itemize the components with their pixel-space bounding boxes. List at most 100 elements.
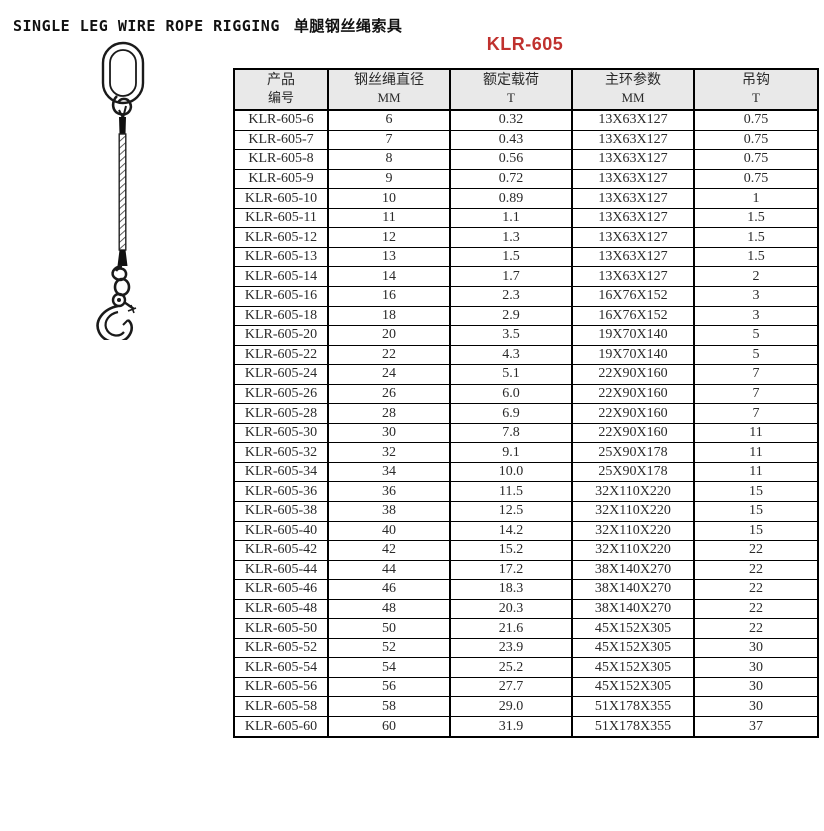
cell-master-link-params: 13X63X127 [571, 149, 694, 170]
cell-rope-diameter: 20 [327, 325, 450, 346]
cell-master-link-params: 16X76X152 [571, 286, 694, 307]
cell-rope-diameter: 22 [327, 344, 450, 365]
spec-table-header: 产品 编号 钢丝绳直径 MM 额定载荷 T 主环参数 MM 吊钩 T [234, 69, 818, 111]
cell-rope-diameter: 58 [327, 696, 450, 717]
cell-rope-diameter: 60 [327, 716, 450, 737]
table-row: KLR-605-20 20 3.5 19X70X140 5 [234, 325, 818, 346]
cell-hook: 22 [693, 559, 818, 580]
table-row: KLR-605-46 46 18.3 38X140X270 22 [234, 579, 818, 600]
cell-product-code: KLR-605-36 [234, 481, 328, 502]
cell-rated-load: 6.9 [449, 403, 572, 424]
cell-hook: 1 [693, 188, 818, 209]
table-row: KLR-605-12 12 1.3 13X63X127 1.5 [234, 227, 818, 248]
header-cell-rated-load: 额定载荷 T [449, 69, 572, 111]
cell-hook: 1.5 [693, 207, 818, 228]
cell-master-link-params: 13X63X127 [571, 168, 694, 189]
cell-hook: 15 [693, 481, 818, 502]
cell-product-code: KLR-605-50 [234, 618, 328, 639]
page-title-en: SINGLE LEG WIRE ROPE RIGGING [13, 17, 280, 35]
table-row: KLR-605-36 36 11.5 32X110X220 15 [234, 481, 818, 502]
cell-rope-diameter: 52 [327, 637, 450, 658]
spec-table-body: KLR-605-6 6 0.32 13X63X127 0.75 KLR-605-… [234, 110, 818, 737]
spec-table: 产品 编号 钢丝绳直径 MM 额定载荷 T 主环参数 MM 吊钩 T KLR-6… [233, 68, 819, 738]
cell-rated-load: 1.7 [449, 266, 572, 287]
cell-product-code: KLR-605-13 [234, 246, 328, 267]
cell-rated-load: 25.2 [449, 657, 572, 678]
cell-hook: 7 [693, 403, 818, 424]
cell-product-code: KLR-605-24 [234, 364, 328, 385]
table-row: KLR-605-34 34 10.0 25X90X178 11 [234, 461, 818, 482]
cell-master-link-params: 13X63X127 [571, 110, 694, 131]
table-row: KLR-605-32 32 9.1 25X90X178 11 [234, 442, 818, 463]
cell-master-link-params: 45X152X305 [571, 618, 694, 639]
cell-hook: 0.75 [693, 110, 818, 131]
cell-master-link-params: 13X63X127 [571, 129, 694, 150]
cell-rope-diameter: 24 [327, 364, 450, 385]
cell-hook: 1.5 [693, 246, 818, 267]
cell-master-link-params: 32X110X220 [571, 501, 694, 522]
cell-rope-diameter: 12 [327, 227, 450, 248]
table-row: KLR-605-44 44 17.2 38X140X270 22 [234, 559, 818, 580]
cell-hook: 37 [693, 716, 818, 737]
cell-rope-diameter: 10 [327, 188, 450, 209]
cell-master-link-params: 13X63X127 [571, 266, 694, 287]
cell-hook: 7 [693, 364, 818, 385]
cell-master-link-params: 22X90X160 [571, 383, 694, 404]
page-title-zh: 单腿钢丝绳索具 [293, 17, 403, 35]
table-row: KLR-605-6 6 0.32 13X63X127 0.75 [234, 110, 818, 131]
cell-rope-diameter: 8 [327, 149, 450, 170]
cell-rope-diameter: 30 [327, 422, 450, 443]
table-row: KLR-605-9 9 0.72 13X63X127 0.75 [234, 168, 818, 189]
table-row: KLR-605-48 48 20.3 38X140X270 22 [234, 598, 818, 619]
cell-hook: 15 [693, 501, 818, 522]
cell-rope-diameter: 50 [327, 618, 450, 639]
cell-product-code: KLR-605-60 [234, 716, 328, 737]
table-row: KLR-605-50 50 21.6 45X152X305 22 [234, 618, 818, 639]
sling-illustration [82, 40, 182, 344]
model-heading: KLR-605 [486, 34, 564, 54]
cell-master-link-params: 38X140X270 [571, 598, 694, 619]
cell-rated-load: 15.2 [449, 540, 572, 561]
table-row: KLR-605-10 10 0.89 13X63X127 1 [234, 188, 818, 209]
cell-hook: 1.5 [693, 227, 818, 248]
cell-hook: 15 [693, 520, 818, 541]
cell-master-link-params: 45X152X305 [571, 657, 694, 678]
cell-product-code: KLR-605-42 [234, 540, 328, 561]
table-row: KLR-605-7 7 0.43 13X63X127 0.75 [234, 129, 818, 150]
cell-product-code: KLR-605-9 [234, 168, 328, 189]
table-row: KLR-605-38 38 12.5 32X110X220 15 [234, 501, 818, 522]
cell-rope-diameter: 32 [327, 442, 450, 463]
cell-rope-diameter: 11 [327, 207, 450, 228]
cell-rope-diameter: 36 [327, 481, 450, 502]
cell-rated-load: 20.3 [449, 598, 572, 619]
cell-master-link-params: 38X140X270 [571, 579, 694, 600]
table-row: KLR-605-54 54 25.2 45X152X305 30 [234, 657, 818, 678]
cell-master-link-params: 51X178X355 [571, 716, 694, 737]
header-cell-rope-diameter: 钢丝绳直径 MM [327, 69, 450, 111]
header-cell-product-code: 产品 编号 [234, 69, 328, 111]
cell-product-code: KLR-605-12 [234, 227, 328, 248]
cell-rated-load: 0.89 [449, 188, 572, 209]
cell-rated-load: 6.0 [449, 383, 572, 404]
cell-rated-load: 18.3 [449, 579, 572, 600]
cell-product-code: KLR-605-30 [234, 422, 328, 443]
self-locking-hook-icon [96, 264, 137, 344]
table-row: KLR-605-28 28 6.9 22X90X160 7 [234, 403, 818, 424]
cell-rated-load: 2.3 [449, 286, 572, 307]
cell-rope-diameter: 56 [327, 676, 450, 697]
page-title: SINGLE LEG WIRE ROPE RIGGING 单腿钢丝绳索具 [13, 15, 402, 36]
cell-rated-load: 17.2 [449, 559, 572, 580]
cell-hook: 30 [693, 657, 818, 678]
cell-master-link-params: 16X76X152 [571, 305, 694, 326]
cell-product-code: KLR-605-22 [234, 344, 328, 365]
cell-rope-diameter: 7 [327, 129, 450, 150]
cell-rated-load: 10.0 [449, 461, 572, 482]
cell-rated-load: 3.5 [449, 325, 572, 346]
cell-product-code: KLR-605-34 [234, 461, 328, 482]
cell-master-link-params: 22X90X160 [571, 422, 694, 443]
ferrule-bottom-icon [117, 250, 128, 266]
cell-product-code: KLR-605-18 [234, 305, 328, 326]
cell-hook: 0.75 [693, 168, 818, 189]
soft-eye-icon [111, 95, 133, 119]
cell-master-link-params: 13X63X127 [571, 227, 694, 248]
